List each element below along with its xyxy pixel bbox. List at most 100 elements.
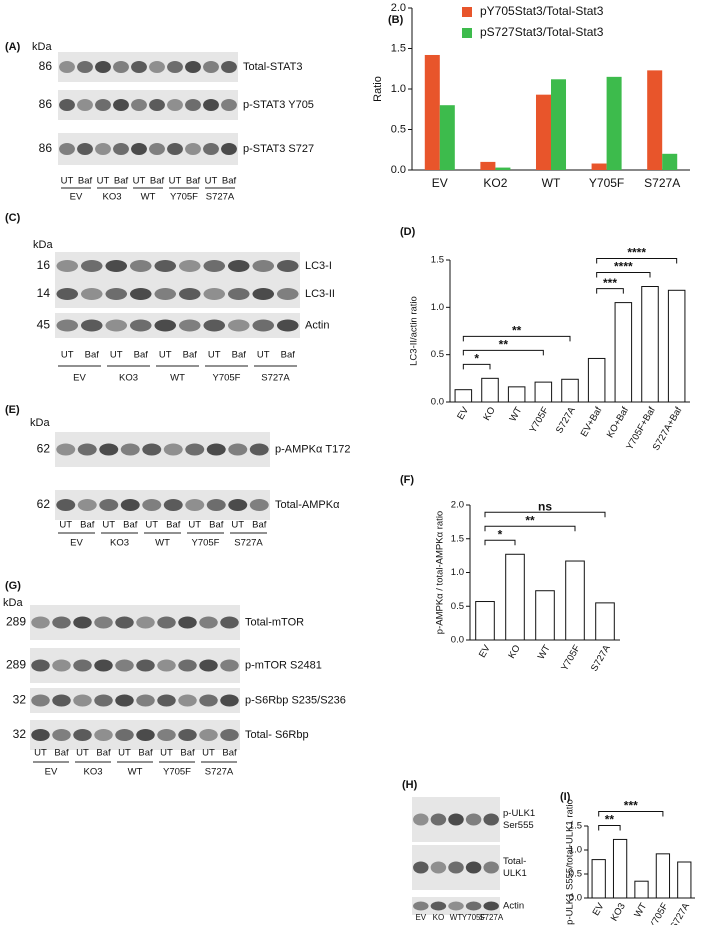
- x-tick-label: WT: [632, 901, 649, 919]
- x-tick-label: S727A: [589, 643, 613, 674]
- x-tick-label: WT: [508, 405, 525, 423]
- blot-band: [157, 729, 176, 741]
- blot-band: [73, 659, 92, 672]
- blot-band: [56, 288, 79, 300]
- blot-band: [448, 861, 464, 874]
- lane-label: Baf: [96, 748, 111, 759]
- x-tick-label: EV: [477, 643, 493, 660]
- legend-label: pS727Stat3/Total-Stat3: [480, 25, 604, 39]
- lane-label: UT: [97, 176, 110, 187]
- blot-band: [465, 813, 482, 826]
- bar: [614, 302, 633, 403]
- group-label: EV: [70, 192, 83, 203]
- lane-label: UT: [159, 350, 172, 361]
- blot-band: [220, 729, 239, 741]
- blot-band: [113, 143, 129, 155]
- blot-band: [142, 443, 162, 456]
- lane-label: UT: [118, 748, 131, 759]
- lane-label: UT: [169, 176, 182, 187]
- blot-band: [31, 659, 50, 672]
- mw-label: 289: [6, 658, 26, 672]
- blot-band: [276, 260, 299, 272]
- group-label: WT: [155, 538, 170, 549]
- blot-band: [136, 694, 155, 707]
- band-label: LC3-II: [305, 288, 335, 300]
- blot-band: [120, 499, 140, 511]
- blot-band: [105, 260, 128, 272]
- blot-band: [203, 288, 226, 300]
- blot-band: [59, 99, 75, 111]
- blot-band: [157, 659, 176, 672]
- y-tick-label: 0.0: [451, 635, 464, 646]
- blot-band: [185, 499, 205, 511]
- group-label: KO3: [110, 538, 129, 549]
- blot-band: [203, 61, 219, 73]
- blot-band: [95, 61, 111, 73]
- blot-band: [178, 694, 197, 707]
- blot-band: [413, 813, 429, 826]
- bar: [424, 54, 440, 171]
- group-label: WT: [141, 192, 156, 203]
- bar: [634, 880, 649, 899]
- blot-band: [249, 443, 269, 456]
- y-axis-label: LC3-II/actin ratio: [409, 296, 420, 366]
- blot-band: [94, 729, 113, 741]
- significance-bracket: [596, 288, 624, 294]
- blot-band: [178, 319, 201, 332]
- mw-label: 32: [13, 693, 27, 707]
- bar: [495, 167, 511, 170]
- blot-band: [199, 616, 218, 629]
- blot-band: [131, 99, 147, 111]
- band-label: p-S6Rbp S235/S236: [245, 694, 346, 706]
- lane-label: UT: [208, 350, 221, 361]
- blot-band: [77, 443, 97, 456]
- blot-band: [220, 694, 239, 707]
- blot-band: [77, 143, 93, 155]
- lane-label: UT: [160, 748, 173, 759]
- y-tick-label: 0.5: [569, 869, 582, 880]
- y-tick-label: 0.5: [391, 123, 406, 135]
- bar: [475, 601, 495, 641]
- significance-bracket: [484, 525, 576, 532]
- significance-bracket: [598, 824, 621, 831]
- band-label: Total- S6Rbp: [245, 729, 309, 741]
- blot-band: [77, 61, 93, 73]
- panel-letter: (D): [400, 226, 416, 238]
- group-label: EV: [45, 767, 58, 778]
- bar: [641, 286, 659, 403]
- blot-band: [129, 319, 152, 332]
- blot-band: [483, 901, 499, 911]
- lane-label: UT: [257, 350, 270, 361]
- significance-label: **: [605, 813, 615, 827]
- panel-letter: (I): [560, 791, 571, 803]
- bar: [612, 838, 628, 899]
- blot-band: [154, 260, 177, 272]
- blot-band: [52, 694, 71, 707]
- significance-label: **: [512, 324, 522, 338]
- blot-band: [178, 729, 197, 741]
- lane-label: UT: [110, 350, 123, 361]
- mw-label: 45: [37, 318, 51, 332]
- blot-band: [483, 813, 499, 826]
- x-tick-label: KO3: [609, 901, 628, 923]
- significance-bracket: [484, 539, 516, 546]
- significance-bracket: [596, 272, 651, 278]
- significance-label: **: [525, 513, 535, 527]
- lane-label: Baf: [281, 350, 296, 361]
- blot-band: [185, 99, 201, 111]
- blot-band: [149, 61, 165, 73]
- lane-label: Baf: [186, 176, 201, 187]
- panel-letter: (B): [388, 14, 404, 26]
- y-tick-label: 1.0: [569, 845, 582, 856]
- blot-band: [448, 901, 464, 911]
- lane-label: Baf: [123, 520, 138, 531]
- blot-band: [167, 99, 183, 111]
- x-tick-label: EV: [591, 901, 607, 918]
- blot-band: [178, 659, 197, 672]
- significance-bracket: [462, 363, 491, 370]
- x-tick-label: S727A: [554, 405, 578, 436]
- x-tick-label: Y705F: [559, 643, 583, 673]
- blot-band: [56, 499, 76, 511]
- y-tick-label: 0.0: [431, 397, 444, 408]
